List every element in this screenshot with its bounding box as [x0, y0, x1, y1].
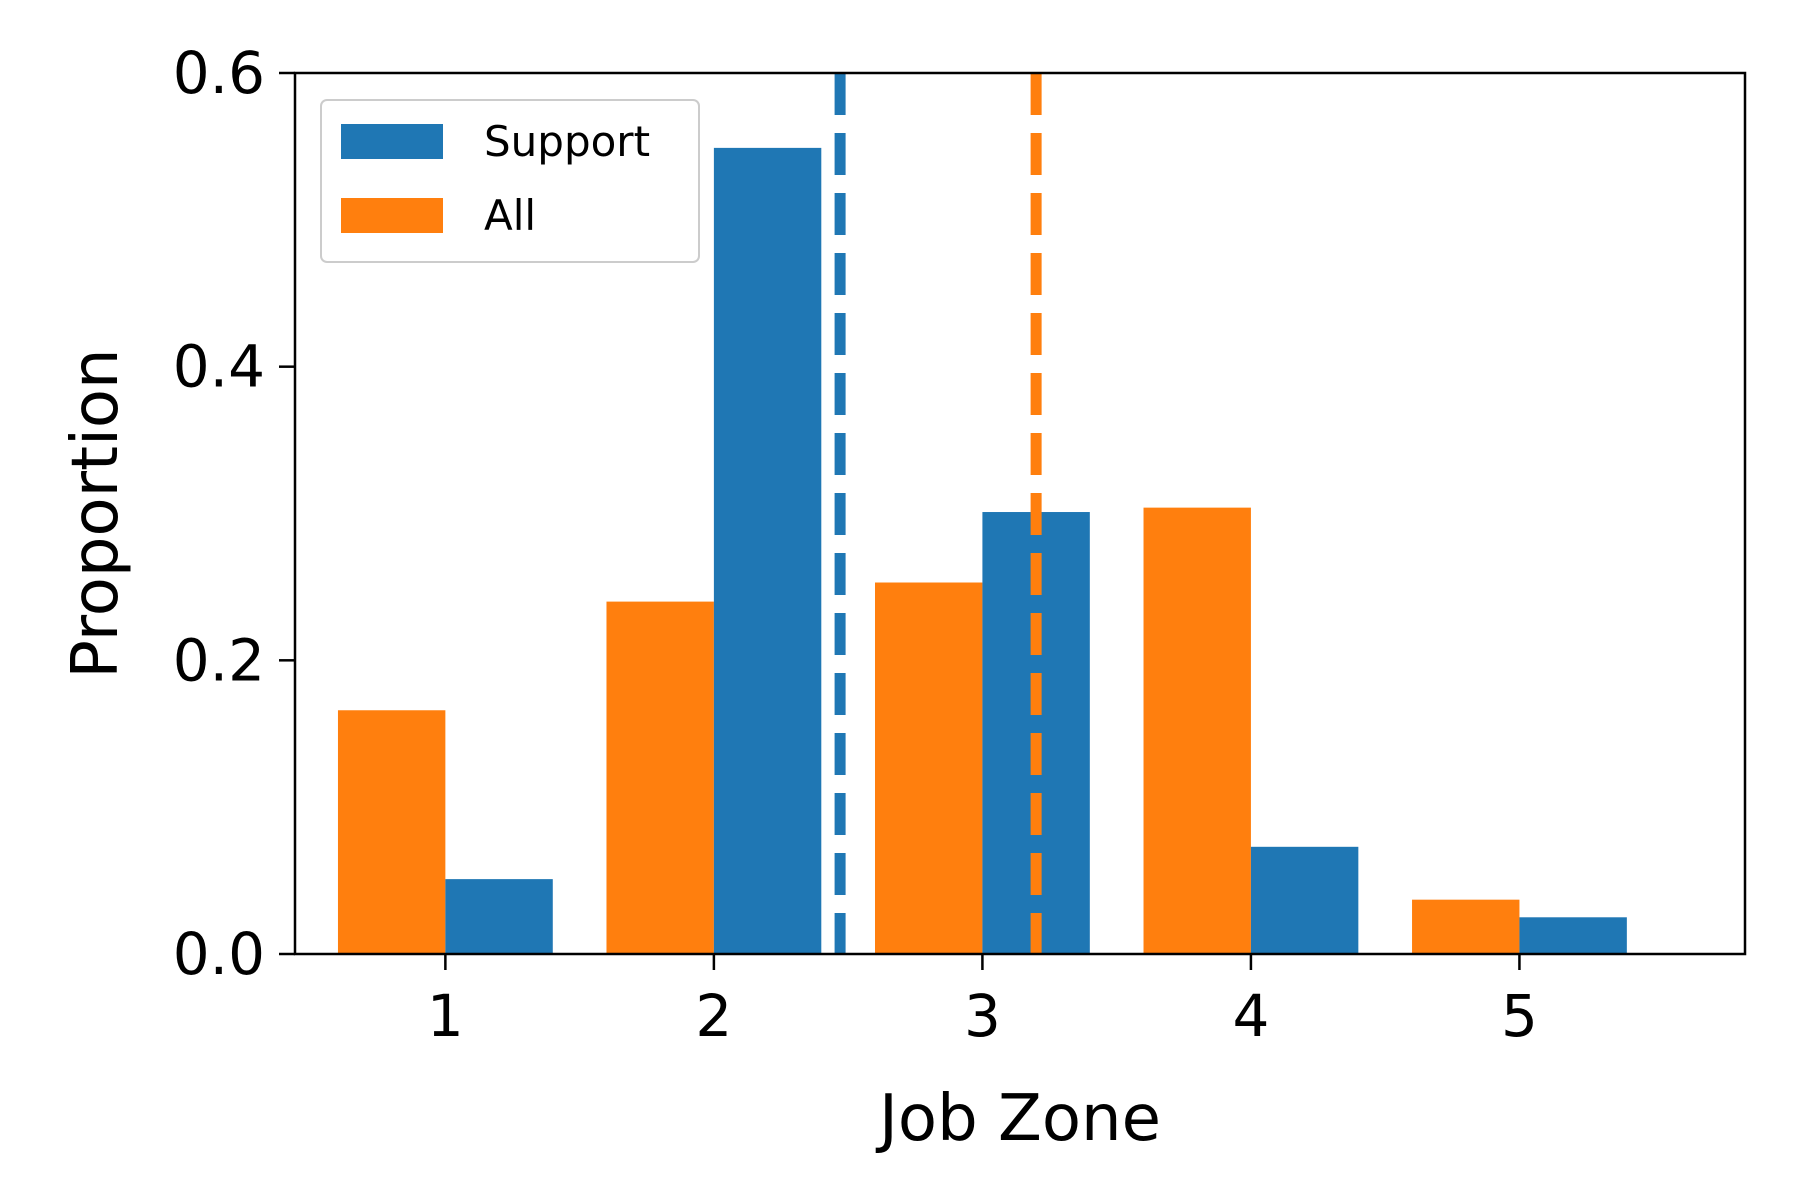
y-tick-label: 0.4: [173, 333, 265, 401]
legend-label-all: All: [484, 191, 536, 240]
y-tick-label: 0.2: [173, 626, 265, 694]
x-tick-label: 4: [1232, 982, 1269, 1050]
legend: Support All: [320, 99, 700, 263]
y-axis-label: Proportion: [59, 348, 133, 678]
y-axis: 0.0 0.2 0.4 0.6: [173, 39, 295, 988]
bar-all-zone-1: [337, 710, 446, 954]
bar-support-zone-4: [1250, 846, 1359, 954]
bar-support-zone-1: [445, 879, 553, 954]
legend-swatch-support: [341, 124, 443, 159]
x-axis-label: Job Zone: [875, 1082, 1161, 1156]
x-tick-label: 5: [1501, 982, 1538, 1050]
bar-support-zone-5: [1519, 917, 1627, 954]
legend-swatch-all: [341, 198, 443, 233]
bar-support-zone-2: [713, 147, 822, 954]
bar-all-zone-4: [1143, 507, 1251, 954]
legend-label-support: Support: [484, 117, 650, 166]
bars-group: [337, 147, 1627, 954]
bar-all-zone-3: [875, 582, 983, 954]
bar-all-zone-2: [606, 601, 714, 954]
plot-area-frame: [293, 71, 1747, 956]
x-tick-label: 2: [695, 982, 732, 1050]
x-tick-label: 1: [427, 982, 464, 1050]
mean-lines-group: [834, 73, 1042, 954]
x-axis: 1 2 3 4 5: [427, 954, 1538, 1050]
bar-all-zone-5: [1412, 899, 1520, 954]
y-tick-label: 0.0: [173, 920, 265, 988]
y-tick-label: 0.6: [173, 39, 265, 107]
x-tick-label: 3: [964, 982, 1001, 1050]
